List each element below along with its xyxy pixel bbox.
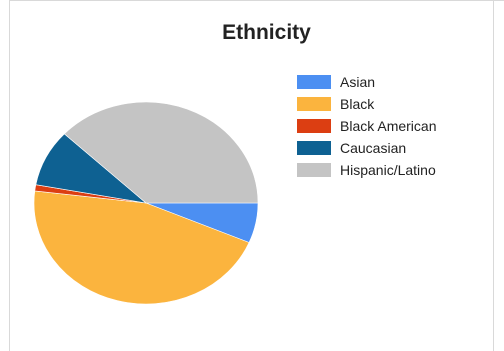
legend-swatch-black-american (297, 119, 331, 133)
legend-swatch-asian (297, 75, 331, 89)
legend-swatch-caucasian (297, 141, 331, 155)
legend-swatch-hispanic-latino (297, 163, 331, 177)
pie-slices (34, 102, 258, 304)
legend-item-black: Black (297, 93, 436, 115)
legend-swatch-black (297, 97, 331, 111)
legend-item-hispanic-latino: Hispanic/Latino (297, 159, 436, 181)
legend-label-black-american: Black American (340, 118, 436, 134)
legend-label-caucasian: Caucasian (340, 140, 406, 156)
legend-label-black: Black (340, 96, 374, 112)
legend-item-black-american: Black American (297, 115, 436, 137)
legend-label-hispanic-latino: Hispanic/Latino (340, 162, 436, 178)
legend-item-asian: Asian (297, 71, 436, 93)
chart-legend: Asian Black Black American Caucasian Hispani… (297, 71, 436, 181)
legend-item-caucasian: Caucasian (297, 137, 436, 159)
legend-label-asian: Asian (340, 74, 375, 90)
